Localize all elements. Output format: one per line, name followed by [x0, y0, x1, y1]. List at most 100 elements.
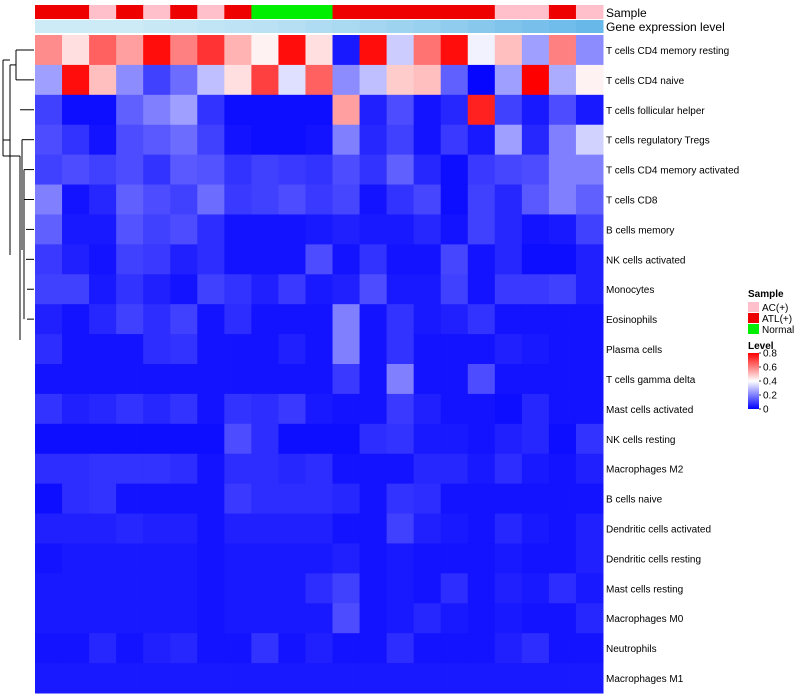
heatmap-cell [494, 573, 523, 604]
heatmap-cell [467, 214, 496, 245]
heatmap-cell [278, 364, 306, 395]
heatmap-cell [386, 603, 415, 634]
heatmap-cell [332, 423, 361, 455]
expression-track-cell [332, 20, 361, 33]
heatmap-cell [116, 124, 144, 156]
heatmap-cell [62, 94, 90, 126]
heatmap-cell [224, 124, 252, 156]
heatmap-cell [386, 244, 415, 275]
heatmap-cell [62, 393, 90, 425]
heatmap-cell [170, 543, 198, 574]
heatmap-cell [170, 573, 198, 604]
heatmap-cell [170, 513, 198, 544]
heatmap-cell [494, 393, 523, 425]
heatmap-cell [224, 35, 252, 66]
heatmap-cell [170, 214, 198, 245]
heatmap-cell [35, 184, 63, 215]
row-label: T cells CD4 memory resting [606, 46, 729, 57]
heatmap-cell [197, 453, 225, 485]
heatmap-cell [305, 124, 334, 156]
heatmap-cell [197, 483, 225, 515]
row-label: B cells naive [606, 495, 663, 506]
heatmap-cell [305, 35, 334, 66]
sample-track-cell [197, 5, 225, 19]
heatmap-cell [62, 513, 90, 544]
row-label: Mast cells activated [606, 405, 693, 416]
heatmap-cell [278, 124, 306, 156]
heatmap-cell [359, 543, 388, 574]
heatmap-cell [332, 124, 361, 156]
heatmap-cell [35, 154, 63, 186]
heatmap-cell [89, 633, 117, 664]
heatmap-cell [575, 483, 604, 515]
expression-track-cell [386, 20, 415, 33]
heatmap-cell [143, 513, 171, 544]
row-dendrogram [2, 49, 34, 340]
heatmap-cell [386, 453, 415, 485]
expression-track-cell [143, 20, 171, 33]
heatmap-cell [251, 304, 279, 335]
heatmap-cell [440, 334, 469, 365]
heatmap-cell [89, 94, 117, 126]
heatmap-cell [197, 244, 225, 275]
heatmap-cell [521, 633, 550, 664]
heatmap-cell [467, 573, 496, 604]
heatmap-cell [386, 64, 415, 96]
heatmap-cell [197, 423, 225, 455]
heatmap-cell [386, 543, 415, 574]
heatmap-cell [332, 603, 361, 634]
heatmap-cell [89, 214, 117, 245]
heatmap-cell [494, 94, 523, 126]
heatmap-cell [170, 633, 198, 664]
heatmap-cell [413, 94, 442, 126]
row-label: Monocytes [606, 285, 654, 296]
heatmap-cell [116, 453, 144, 485]
heatmap-cell [143, 274, 171, 305]
heatmap-cell [62, 334, 90, 365]
heatmap-cell [413, 35, 442, 66]
heatmap-cell [116, 603, 144, 634]
heatmap-cell [62, 184, 90, 215]
expression-track-cell [548, 20, 577, 33]
heatmap-cell [197, 573, 225, 604]
heatmap-cell [440, 214, 469, 245]
heatmap-cell [35, 64, 63, 96]
heatmap-cell [170, 364, 198, 395]
heatmap-cell [251, 64, 279, 96]
heatmap-cell [359, 154, 388, 186]
heatmap-cell [521, 124, 550, 156]
heatmap-cell [413, 274, 442, 305]
heatmap-cell [494, 663, 523, 694]
heatmap-cell [521, 334, 550, 365]
heatmap-cell [467, 154, 496, 186]
heatmap-cell [224, 573, 252, 604]
heatmap-cell [197, 35, 225, 66]
heatmap-cell [278, 35, 306, 66]
heatmap-cell [332, 543, 361, 574]
row-label: T cells follicular helper [606, 106, 705, 117]
heatmap-cell [413, 244, 442, 275]
heatmap-cell [386, 214, 415, 245]
heatmap-cell [413, 483, 442, 515]
sample-track-cell [494, 5, 523, 19]
heatmap-cell [89, 64, 117, 96]
heatmap-cell [305, 184, 334, 215]
heatmap-cell [62, 154, 90, 186]
heatmap-cell [440, 393, 469, 425]
heatmap-cell [116, 214, 144, 245]
heatmap-cell [278, 244, 306, 275]
heatmap-cell [224, 154, 252, 186]
heatmap-cell [521, 94, 550, 126]
heatmap-cell [170, 94, 198, 126]
expression-track-cell [521, 20, 550, 33]
heatmap-cell [359, 603, 388, 634]
heatmap-cell [251, 513, 279, 544]
heatmap-cell [305, 244, 334, 275]
row-label: Macrophages M2 [606, 465, 684, 476]
heatmap-cell [89, 453, 117, 485]
heatmap-cell [467, 423, 496, 455]
heatmap-cell [35, 35, 63, 66]
heatmap-cell [494, 543, 523, 574]
expression-track-cell [575, 20, 604, 33]
heatmap-cell [278, 154, 306, 186]
